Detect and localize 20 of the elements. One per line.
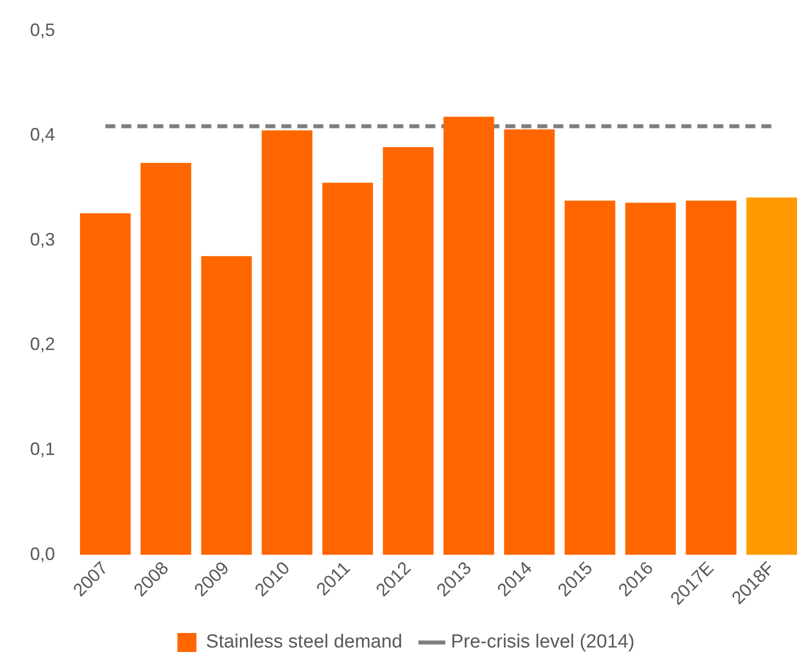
y-tick-label: 0,0 bbox=[30, 544, 56, 564]
y-tick-label: 0,1 bbox=[30, 439, 56, 460]
bar bbox=[686, 200, 736, 555]
bar bbox=[504, 129, 555, 555]
bar bbox=[625, 202, 676, 555]
y-tick-label: 0,3 bbox=[30, 229, 56, 250]
y-tick-label: 0,2 bbox=[30, 334, 56, 354]
legend-label: Stainless steel demand bbox=[206, 632, 402, 653]
bar bbox=[443, 116, 494, 555]
y-tick-label: 0,5 bbox=[30, 20, 56, 40]
bar bbox=[382, 147, 434, 555]
bar bbox=[140, 162, 192, 555]
bar bbox=[746, 197, 798, 555]
legend-label: Pre-crisis level (2014) bbox=[450, 632, 635, 653]
y-tick-label: 0,4 bbox=[30, 124, 56, 145]
bar bbox=[322, 182, 373, 555]
bar bbox=[201, 256, 252, 555]
bar bbox=[564, 200, 616, 555]
bar bbox=[80, 213, 131, 555]
bar bbox=[262, 130, 312, 555]
